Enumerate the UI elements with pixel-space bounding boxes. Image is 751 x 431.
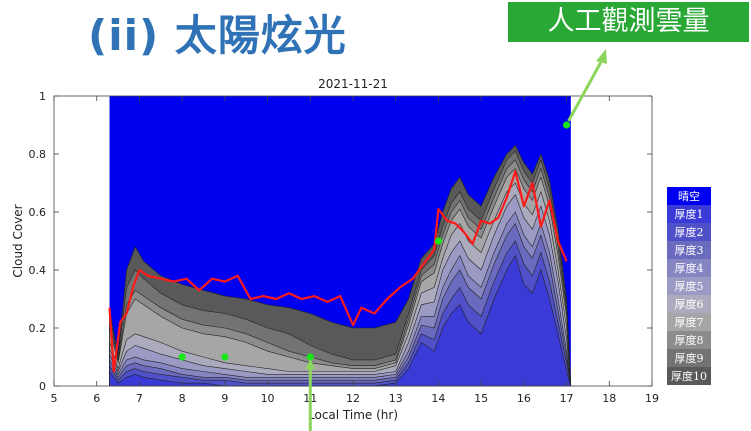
manual-observation-point: [562, 121, 571, 129]
x-tick-label: 14: [431, 392, 445, 405]
legend-entry: 晴空: [678, 189, 700, 203]
y-tick-label: 0.6: [29, 206, 47, 219]
legend-entry: 厚度5: [675, 279, 704, 293]
x-tick-label: 9: [221, 392, 228, 405]
area-layer-1: [109, 254, 572, 387]
chart-title: 2021-11-21: [318, 77, 388, 91]
y-tick-label: 0.4: [29, 264, 47, 277]
y-tick-label: 0.8: [29, 148, 47, 161]
legend-entry: 厚度1: [675, 207, 704, 221]
axes: 567891011121314151617181900.20.40.60.812…: [11, 77, 659, 422]
legend-entry: 厚度6: [675, 297, 704, 311]
x-tick-label: 12: [346, 392, 360, 405]
legend-entry: 厚度8: [675, 333, 704, 347]
manual-observation-point: [306, 353, 314, 361]
legend-swatch: [667, 259, 711, 277]
legend-entry: 厚度2: [675, 225, 704, 239]
manual-observation-dots: [178, 121, 571, 361]
legend-swatch: [667, 241, 711, 259]
x-tick-label: 8: [179, 392, 186, 405]
x-tick-label: 17: [560, 392, 574, 405]
legend-swatch: [667, 187, 711, 205]
legend-entry: 厚度3: [675, 243, 704, 257]
legend-entry: 厚度10: [671, 369, 707, 383]
observed-line-layer: [108, 170, 568, 373]
pointer-arrowhead: [305, 359, 316, 369]
legend-swatch: [667, 295, 711, 313]
x-tick-label: 5: [51, 392, 58, 405]
x-tick-label: 16: [517, 392, 531, 405]
y-tick-label: 1: [39, 90, 46, 103]
x-tick-label: 10: [261, 392, 275, 405]
legend-swatch: [667, 223, 711, 241]
legend-swatch: [667, 205, 711, 223]
x-tick-label: 19: [645, 392, 659, 405]
x-tick-label: 6: [93, 392, 100, 405]
y-tick-label: 0.2: [29, 322, 47, 335]
manual-observation-point: [178, 353, 186, 361]
legend-swatch: [667, 367, 711, 385]
x-axis-label: Local Time (hr): [308, 408, 398, 422]
x-tick-label: 18: [602, 392, 616, 405]
legend-swatch: [667, 313, 711, 331]
y-tick-label: 0: [39, 380, 46, 393]
manual-observation-point: [221, 353, 229, 361]
legend-swatch: [667, 277, 711, 295]
manual-observation-point: [434, 237, 443, 245]
stacked-area-layers: [109, 96, 572, 387]
legend-swatch: [667, 331, 711, 349]
legend-entry: 厚度4: [675, 261, 704, 275]
legend-entry: 厚度7: [675, 315, 704, 329]
annotation-arrows: [305, 49, 607, 431]
legend-swatch: [667, 349, 711, 367]
x-tick-label: 13: [389, 392, 403, 405]
x-tick-label: 7: [136, 392, 143, 405]
observed-cloud-line: [108, 170, 568, 373]
slide-title: (ii) 太陽炫光: [88, 11, 347, 60]
badge-arrow-line: [567, 61, 603, 122]
x-tick-label: 15: [474, 392, 488, 405]
y-axis-label: Cloud Cover: [11, 204, 25, 277]
legend-entry: 厚度9: [675, 351, 704, 365]
manual-observation-badge: 人工觀測雲量: [508, 2, 749, 42]
badge-arrowhead: [596, 49, 607, 64]
